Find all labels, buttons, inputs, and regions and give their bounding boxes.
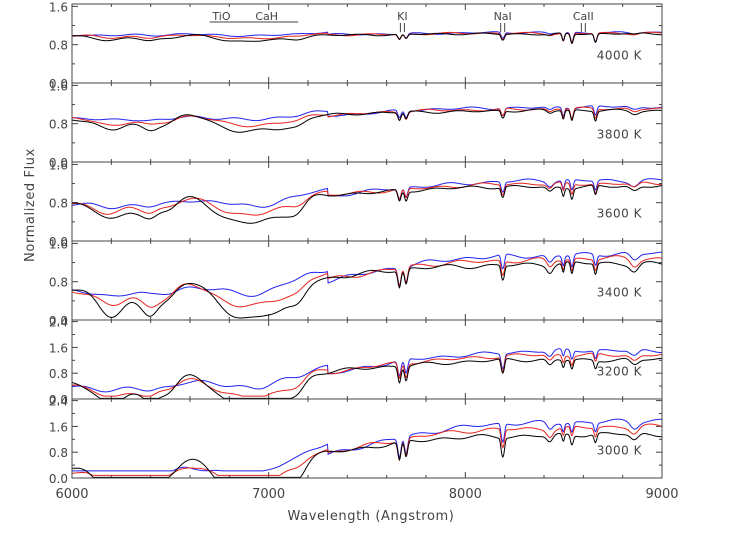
panel-frame	[71, 240, 663, 321]
y-axis-label: Normalized Flux	[23, 148, 38, 262]
temperature-label: 3400 K	[597, 285, 643, 299]
y-tick-label: 0.0	[49, 235, 68, 249]
y-tick-label: 1.6	[49, 79, 68, 93]
y-tick-label: 0.0	[49, 393, 68, 407]
temperature-label: 3800 K	[597, 127, 643, 141]
spectrum-blue	[71, 178, 662, 210]
annotation-label: KI	[397, 10, 407, 23]
x-tick-label: 7000	[252, 487, 285, 502]
panel-3: 0.0 0.8 1.6 3600 K	[49, 158, 663, 249]
panel-frame	[71, 398, 663, 479]
spectrum-black	[72, 432, 662, 478]
annotation-label: CaII	[573, 10, 594, 23]
y-tick-label: 2.4	[49, 395, 68, 409]
y-tick-label: 0.8	[49, 276, 68, 290]
spectrum-black	[71, 357, 662, 399]
y-tick-label: 0.8	[49, 197, 68, 211]
x-tick-label: 8000	[449, 487, 482, 502]
spectrum-blue	[72, 418, 662, 472]
y-tick-label: 0.8	[49, 367, 68, 381]
y-tick-label: 1.6	[49, 420, 68, 434]
panels-group: 0.0 0.8 1.6 4000 K 0.0 0.8 1.6 3800 K 0.0 0.8 1.6 3…	[49, 0, 663, 486]
spectrum-red	[71, 255, 663, 308]
y-tick-label: 0.8	[49, 446, 68, 460]
x-axis-label: Wavelength (Angstrom)	[288, 509, 455, 524]
panel-frame	[71, 161, 663, 242]
y-tick-label: 0.8	[49, 39, 68, 53]
y-tick-label: 1.6	[49, 0, 68, 14]
temperature-label: 3000 K	[597, 443, 643, 457]
annotation-label: CaH	[255, 10, 278, 23]
annotation-label: TiO	[211, 10, 230, 23]
spectrum-red	[72, 181, 663, 216]
x-axis: 6000 7000 8000 9000	[55, 487, 678, 502]
temperature-label: 3600 K	[597, 206, 643, 220]
annotation-label: NaI	[494, 10, 512, 23]
temperature-label: 3200 K	[597, 364, 643, 378]
y-tick-label: 1.6	[49, 341, 68, 355]
panel-6: 0.0 0.8 1.6 2.4 3000 K	[49, 395, 663, 486]
panel-1: 0.0 0.8 1.6 4000 K	[49, 0, 663, 91]
spectrum-black	[72, 32, 662, 45]
y-tick-label: 0.0	[49, 156, 68, 170]
panel-4: 0.0 0.8 1.6 3400 K	[49, 237, 663, 328]
spectrum-blue	[72, 348, 662, 393]
x-tick-label: 9000	[645, 487, 678, 502]
x-tick-label: 6000	[55, 487, 88, 502]
y-tick-label: 0.8	[49, 118, 68, 132]
y-tick-label: 1.6	[49, 158, 68, 172]
y-tick-label: 1.6	[49, 237, 68, 251]
panel-2: 0.0 0.8 1.6 3800 K	[49, 79, 663, 170]
y-tick-label: 0.0	[49, 472, 68, 486]
spectrum-black	[71, 108, 663, 133]
spectrum-red	[71, 352, 663, 397]
temperature-label: 4000 K	[597, 48, 643, 62]
y-tick-label: 0.0	[49, 314, 68, 328]
y-tick-label: 2.4	[49, 316, 68, 330]
panel-5: 0.0 0.8 1.6 2.4 3200 K	[49, 316, 663, 407]
spectrum-black	[71, 261, 663, 319]
panel-frame	[71, 82, 663, 163]
spectrum-black	[72, 184, 663, 224]
y-tick-label: 0.0	[49, 77, 68, 91]
spectrum-red	[72, 423, 663, 476]
line-annotations: TiO CaH KI NaI CaII	[209, 10, 594, 33]
